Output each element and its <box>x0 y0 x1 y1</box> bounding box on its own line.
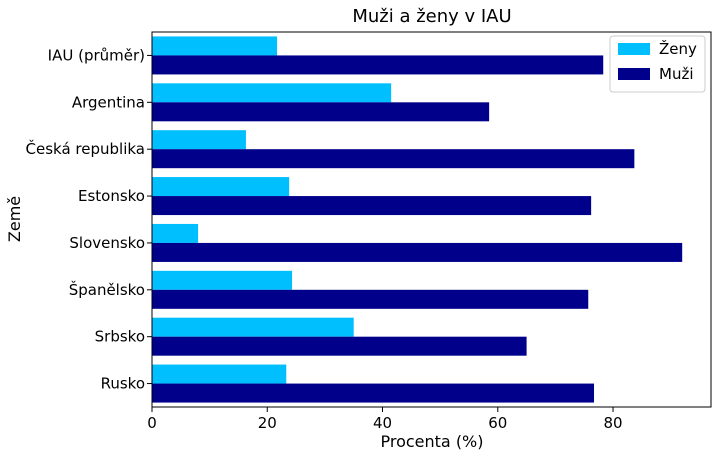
bar-muzi-argentina <box>152 102 490 122</box>
bar-muzi-ceska-republika <box>152 149 635 169</box>
bar-muzi-spanelsko <box>152 289 589 309</box>
bar-muzi-rusko <box>152 383 595 403</box>
bar-zeny-estonsko <box>152 177 290 197</box>
x-tick-label-0: 0 <box>147 414 157 432</box>
y-axis-label: Země <box>5 196 24 242</box>
bar-zeny-spanelsko <box>152 270 293 290</box>
bar-muzi-iau-prumer <box>152 55 604 75</box>
y-tick-label-slovensko: Slovensko <box>69 234 145 252</box>
x-ticks-group: 0 20 40 60 80 <box>147 407 623 432</box>
chart-title: Muži a ženy v IAU <box>352 6 511 27</box>
bar-zeny-rusko <box>152 364 287 384</box>
bar-muzi-srbsko <box>152 336 527 356</box>
bar-zeny-iau-prumer <box>152 36 278 56</box>
bar-zeny-argentina <box>152 83 392 103</box>
legend-swatch-zeny <box>618 43 650 55</box>
bar-zeny-ceska-republika <box>152 130 246 150</box>
y-tick-label-srbsko: Srbsko <box>95 328 145 346</box>
y-tick-label-estonsko: Estonsko <box>78 187 145 205</box>
x-tick-label-80: 80 <box>603 414 622 432</box>
bar-zeny-slovensko <box>152 223 199 243</box>
y-tick-label-argentina: Argentina <box>72 93 145 111</box>
bar-muzi-estonsko <box>152 196 592 216</box>
y-tick-label-ceska-republika: Česká republika <box>26 139 145 158</box>
x-tick-label-20: 20 <box>258 414 277 432</box>
plot-frame <box>151 31 712 408</box>
bar-zeny-srbsko <box>152 317 354 337</box>
legend-swatch-muzi <box>618 68 650 80</box>
bars-group <box>152 36 683 403</box>
legend-label-muzi: Muži <box>659 65 694 83</box>
legend: Ženy Muži <box>609 35 706 93</box>
y-tick-label-spanelsko: Španělsko <box>69 280 145 299</box>
x-axis-label: Procenta (%) <box>380 432 483 451</box>
x-tick-label-60: 60 <box>488 414 507 432</box>
y-ticks-group: IAU (průměr) Argentina Česká republika Esto… <box>26 46 152 393</box>
y-tick-label-rusko: Rusko <box>101 375 145 393</box>
bar-muzi-slovensko <box>152 242 683 262</box>
legend-label-zeny: Ženy <box>659 39 697 58</box>
x-tick-label-40: 40 <box>373 414 392 432</box>
y-tick-label-iau-prumer: IAU (průměr) <box>48 46 145 64</box>
